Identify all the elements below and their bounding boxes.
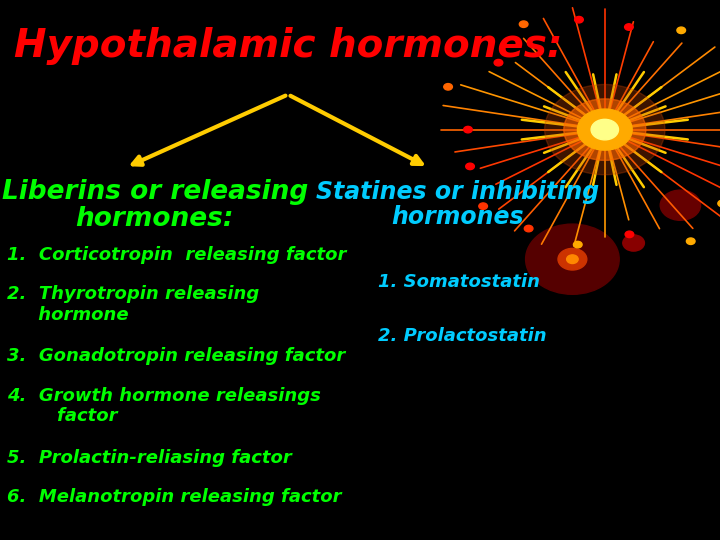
Circle shape [444, 84, 452, 90]
Text: Liberins or releasing: Liberins or releasing [1, 179, 308, 205]
Text: 3.  Gonadotropin releasing factor: 3. Gonadotropin releasing factor [7, 347, 346, 365]
Circle shape [466, 163, 474, 170]
Text: 4.  Growth hormone releasings
        factor: 4. Growth hormone releasings factor [7, 387, 321, 426]
Circle shape [464, 126, 472, 133]
Circle shape [526, 224, 619, 294]
Text: hormones:: hormones: [76, 206, 234, 232]
Circle shape [591, 119, 618, 140]
Circle shape [660, 190, 701, 220]
Text: 1.  Corticotropin  releasing factor: 1. Corticotropin releasing factor [7, 246, 346, 264]
Circle shape [494, 59, 503, 66]
Circle shape [519, 21, 528, 28]
Text: 1. Somatostatin: 1. Somatostatin [378, 273, 540, 291]
Text: Hypothalamic hormones:: Hypothalamic hormones: [14, 27, 562, 65]
Circle shape [686, 238, 695, 245]
Circle shape [573, 241, 582, 248]
Circle shape [544, 84, 665, 175]
Text: 6.  Melanotropin releasing factor: 6. Melanotropin releasing factor [7, 488, 342, 506]
Text: 2. Prolactostatin: 2. Prolactostatin [378, 327, 546, 345]
Text: 5.  Prolactin-reliasing factor: 5. Prolactin-reliasing factor [7, 449, 292, 467]
Circle shape [524, 225, 533, 232]
Circle shape [479, 203, 487, 210]
Circle shape [625, 231, 634, 238]
Circle shape [575, 16, 583, 23]
Text: Statines or inhibiting: Statines or inhibiting [315, 180, 599, 204]
Text: hormones: hormones [391, 205, 523, 229]
Circle shape [623, 235, 644, 251]
Circle shape [677, 27, 685, 33]
Circle shape [624, 24, 633, 30]
Circle shape [564, 99, 646, 160]
Text: 2.  Thyrotropin releasing
     hormone: 2. Thyrotropin releasing hormone [7, 285, 259, 324]
Circle shape [567, 255, 578, 264]
Circle shape [558, 248, 587, 270]
Circle shape [718, 200, 720, 207]
Circle shape [577, 109, 632, 150]
